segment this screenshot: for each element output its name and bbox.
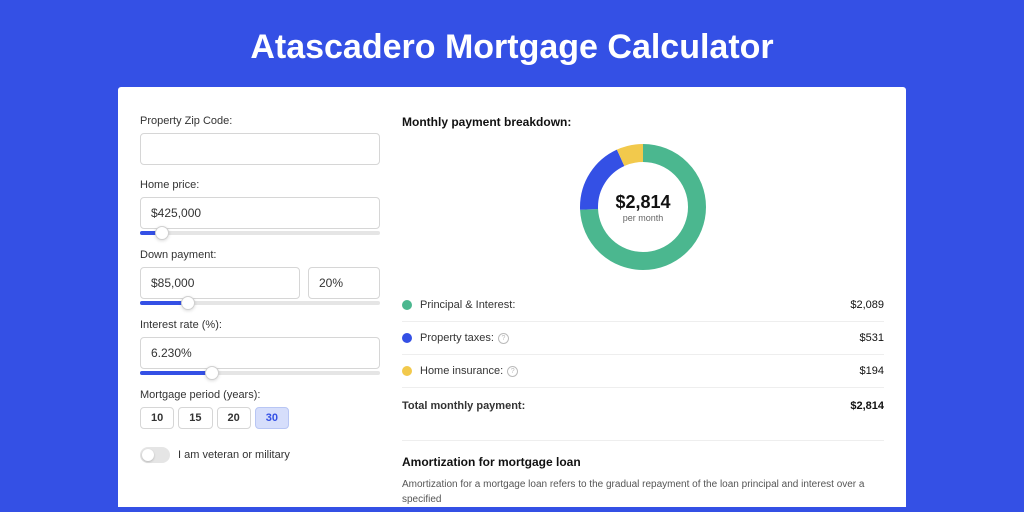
period-option-30[interactable]: 30	[255, 407, 289, 429]
zip-label: Property Zip Code:	[140, 115, 380, 127]
legend-value: $531	[860, 332, 884, 344]
legend-dot	[402, 300, 412, 310]
calculator-card: Property Zip Code: Home price: Down paym…	[118, 87, 906, 507]
legend-label: Home insurance:?	[420, 365, 860, 377]
veteran-row: I am veteran or military	[140, 447, 380, 463]
zip-field: Property Zip Code:	[140, 115, 380, 165]
legend-dot	[402, 333, 412, 343]
amortization-title: Amortization for mortgage loan	[402, 455, 884, 469]
down-payment-slider[interactable]	[140, 301, 380, 305]
legend-label: Property taxes:?	[420, 332, 860, 344]
home-price-slider[interactable]	[140, 231, 380, 235]
down-payment-amount-input[interactable]	[140, 267, 300, 299]
legend-value: $2,089	[850, 299, 884, 311]
legend-label: Principal & Interest:	[420, 299, 850, 311]
legend-row: Principal & Interest:$2,089	[402, 291, 884, 319]
interest-rate-label: Interest rate (%):	[140, 319, 380, 331]
legend-value: $194	[860, 365, 884, 377]
veteran-label: I am veteran or military	[178, 449, 290, 461]
breakdown-column: Monthly payment breakdown: $2,814 per mo…	[402, 115, 884, 507]
interest-rate-input[interactable]	[140, 337, 380, 369]
total-label: Total monthly payment:	[402, 400, 850, 412]
home-price-label: Home price:	[140, 179, 380, 191]
interest-rate-field: Interest rate (%):	[140, 319, 380, 375]
interest-rate-slider[interactable]	[140, 371, 380, 375]
period-label: Mortgage period (years):	[140, 389, 380, 401]
period-field: Mortgage period (years): 10152030	[140, 389, 380, 429]
amortization-text: Amortization for a mortgage loan refers …	[402, 477, 884, 507]
zip-input[interactable]	[140, 133, 380, 165]
donut-sub: per month	[623, 213, 664, 223]
info-icon[interactable]: ?	[498, 333, 509, 344]
home-price-field: Home price:	[140, 179, 380, 235]
breakdown-title: Monthly payment breakdown:	[402, 115, 884, 129]
down-payment-label: Down payment:	[140, 249, 380, 261]
legend-total-row: Total monthly payment:$2,814	[402, 390, 884, 420]
home-price-input[interactable]	[140, 197, 380, 229]
info-icon[interactable]: ?	[507, 366, 518, 377]
donut-chart: $2,814 per month	[579, 143, 707, 271]
period-option-20[interactable]: 20	[217, 407, 251, 429]
amortization-section: Amortization for mortgage loan Amortizat…	[402, 440, 884, 507]
period-option-15[interactable]: 15	[178, 407, 212, 429]
donut-chart-wrap: $2,814 per month	[402, 143, 884, 271]
legend-row: Property taxes:?$531	[402, 324, 884, 352]
legend-row: Home insurance:?$194	[402, 357, 884, 385]
legend-dot	[402, 366, 412, 376]
period-option-10[interactable]: 10	[140, 407, 174, 429]
down-payment-percent-input[interactable]	[308, 267, 380, 299]
donut-amount: $2,814	[615, 192, 670, 213]
inputs-column: Property Zip Code: Home price: Down paym…	[140, 115, 380, 507]
veteran-toggle[interactable]	[140, 447, 170, 463]
page-title: Atascadero Mortgage Calculator	[0, 0, 1024, 87]
down-payment-field: Down payment:	[140, 249, 380, 305]
total-value: $2,814	[850, 400, 884, 412]
